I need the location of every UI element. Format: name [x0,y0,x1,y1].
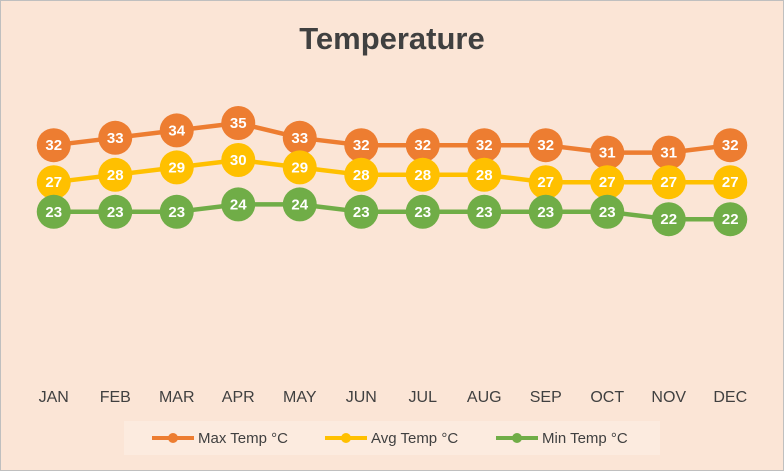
data-point [36,128,71,163]
x-tick-label: SEP [530,389,562,406]
x-tick-label: JUN [346,389,377,406]
data-label: 27 [537,174,554,191]
data-point [344,157,379,192]
data-point [528,165,563,200]
data-label: 32 [45,137,62,154]
data-point [98,157,133,192]
data-label: 23 [353,204,370,221]
x-tick-label: OCT [590,389,624,406]
legend-marker [341,433,351,443]
legend-label: Avg Temp °C [371,430,458,447]
data-point [467,128,502,163]
data-label: 27 [660,174,677,191]
x-tick-label: FEB [100,389,131,406]
data-label: 24 [230,196,247,213]
data-label: 28 [107,167,124,184]
x-tick-label: AUG [467,389,502,406]
data-point [159,150,194,185]
data-point [651,202,686,237]
data-point [282,187,317,222]
data-label: 27 [722,174,739,191]
data-point [98,120,133,155]
data-label: 28 [414,167,431,184]
data-point [98,194,133,229]
x-tick-label: APR [222,389,255,406]
data-point [713,128,748,163]
data-label: 22 [660,211,677,228]
data-point [405,194,440,229]
x-tick-label: JAN [39,389,69,406]
data-point [405,128,440,163]
legend-label: Max Temp °C [198,430,288,447]
data-label: 30 [230,152,247,169]
data-label: 23 [45,204,62,221]
legend-label: Min Temp °C [542,430,628,447]
data-label: 29 [291,159,308,176]
data-point [713,165,748,200]
data-point [467,157,502,192]
data-label: 23 [599,204,616,221]
data-point [713,202,748,237]
legend-box [124,421,660,455]
data-point [282,150,317,185]
data-label: 22 [722,211,739,228]
data-point [590,135,625,170]
data-point [36,165,71,200]
chart-title: Temperature [299,21,485,56]
x-tick-label: NOV [651,389,686,406]
data-label: 23 [414,204,431,221]
data-point [590,194,625,229]
x-tick-label: MAY [283,389,317,406]
data-point [221,106,256,140]
data-label: 23 [168,204,185,221]
x-tick-label: MAR [159,389,195,406]
data-label: 32 [537,137,554,154]
legend-marker [168,433,178,443]
data-label: 28 [353,167,370,184]
data-label: 31 [660,145,677,162]
data-point [651,135,686,170]
data-point [282,120,317,155]
data-label: 34 [168,122,185,139]
x-tick-label: DEC [713,389,747,406]
data-label: 29 [168,159,185,176]
data-label: 32 [353,137,370,154]
data-point [590,165,625,200]
data-point [528,128,563,163]
data-point [467,194,502,229]
data-label: 31 [599,145,616,162]
data-label: 32 [414,137,431,154]
data-label: 33 [291,130,308,147]
data-point [159,113,194,148]
data-label: 24 [291,196,308,213]
data-label: 23 [537,204,554,221]
data-label: 32 [722,137,739,154]
data-label: 23 [476,204,493,221]
data-label: 27 [45,174,62,191]
data-point [651,165,686,200]
data-label: 32 [476,137,493,154]
data-point [159,194,194,229]
data-label: 33 [107,130,124,147]
data-point [344,128,379,163]
data-label: 35 [230,115,247,132]
data-label: 28 [476,167,493,184]
x-tick-label: JUL [409,389,438,406]
data-label: 23 [107,204,124,221]
data-point [405,157,440,192]
data-point [344,194,379,229]
data-point [528,194,563,229]
data-point [221,143,256,177]
data-point [36,194,71,229]
data-label: 27 [599,174,616,191]
legend-marker [512,433,522,443]
data-point [221,187,256,222]
